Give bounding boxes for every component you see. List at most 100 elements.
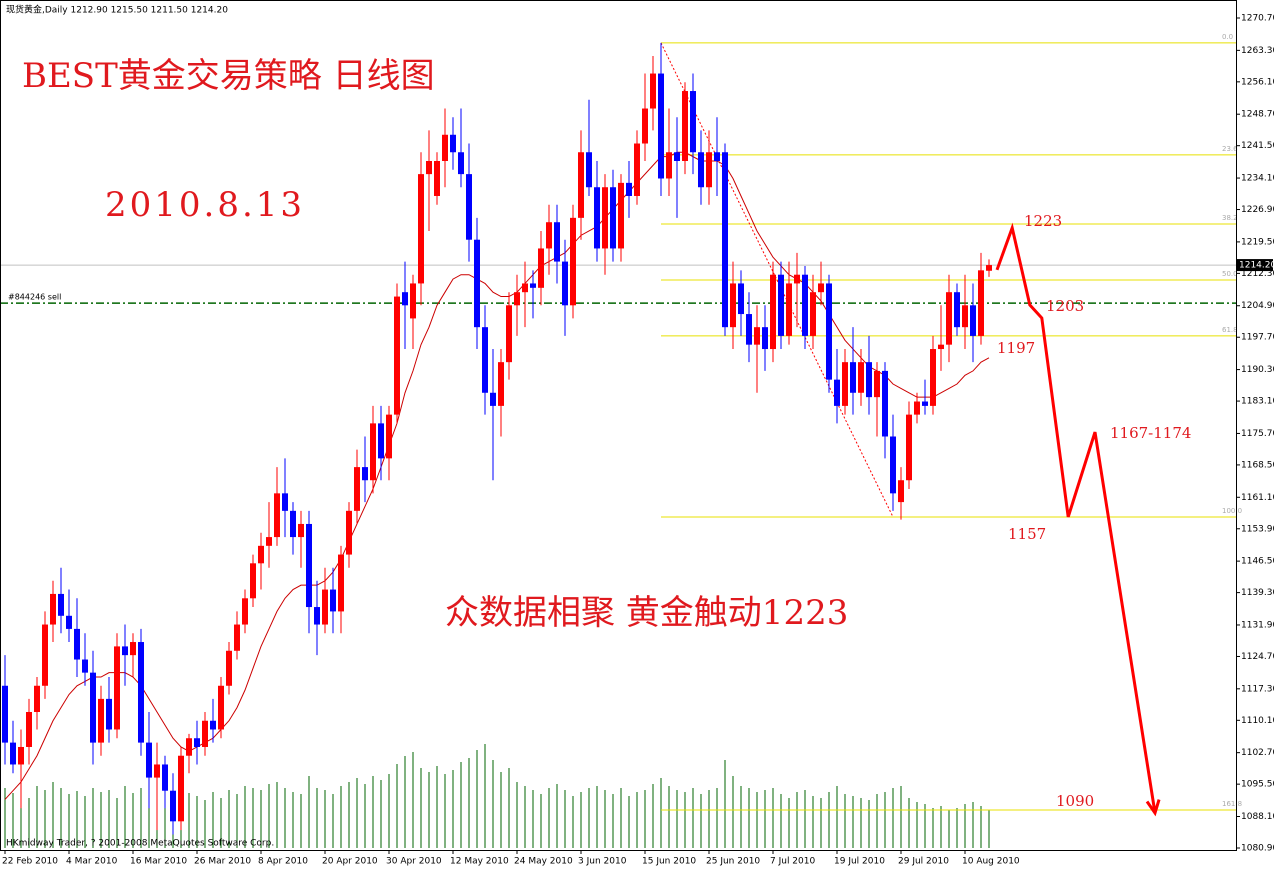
candle-body: [90, 672, 96, 743]
candle-body: [354, 467, 360, 511]
candle-body: [770, 274, 776, 350]
candle-body: [82, 659, 88, 673]
candle-body: [618, 182, 624, 249]
x-tick-label: 26 Mar 2010: [194, 857, 251, 867]
candle-body: [554, 222, 560, 262]
candle-body: [266, 537, 272, 546]
y-tick-label: 1204.90: [1241, 301, 1274, 311]
candle-body: [778, 274, 784, 336]
candle-body: [18, 746, 24, 765]
x-tick-label: 12 May 2010: [450, 857, 509, 867]
plot-frame: [0, 0, 1237, 851]
footer: HKmidway Trader, ? 2001-2008 MetaQuotes …: [6, 839, 274, 849]
x-tick-label: 16 Mar 2010: [130, 857, 187, 867]
candle-body: [594, 187, 600, 249]
candle-body: [530, 283, 536, 288]
candle-body: [818, 283, 824, 293]
candle-body: [954, 292, 960, 328]
candle-body: [898, 480, 904, 503]
y-tick-label: 1197.70: [1241, 333, 1274, 343]
x-tick-label: 30 Apr 2010: [386, 857, 442, 867]
candle-body: [418, 174, 424, 284]
candle-body: [698, 152, 704, 188]
x-tick-label: 7 Jul 2010: [770, 857, 815, 867]
candle-body: [410, 283, 416, 319]
candle-body: [834, 379, 840, 406]
y-tick-label: 1088.10: [1241, 812, 1274, 822]
candle-body: [2, 685, 8, 743]
candle-body: [850, 362, 856, 393]
y-tick-label: 1248.70: [1241, 110, 1274, 120]
candle-body: [122, 646, 128, 656]
candle-body: [506, 305, 512, 363]
candle-body: [546, 222, 552, 249]
candle-body: [858, 362, 864, 393]
candle-body: [50, 593, 56, 625]
candle-body: [946, 292, 952, 345]
candle-body: [314, 607, 320, 625]
x-tick-label: 15 Jun 2010: [642, 857, 696, 867]
forecast-path: [995, 222, 1157, 814]
candle-body: [450, 134, 456, 153]
last-price-tag: [1237, 259, 1273, 272]
candle-body: [906, 414, 912, 481]
candle-body: [146, 742, 152, 778]
candle-body: [194, 738, 200, 747]
candle-body: [98, 698, 104, 743]
y-tick-label: 1212.30: [1241, 269, 1274, 279]
candle-body: [914, 401, 920, 415]
candle-body: [626, 182, 632, 196]
candle-body: [922, 401, 928, 406]
candle-body: [842, 362, 848, 406]
candle-body: [258, 545, 264, 564]
candle-body: [346, 510, 352, 555]
candle-body: [498, 362, 504, 406]
header: 现货黄金,Daily 1212.90 1215.50 1211.50 1214.…: [6, 4, 228, 16]
y-tick-label: 1190.30: [1241, 365, 1274, 375]
y-tick-label: 1183.10: [1241, 397, 1274, 407]
y-tick-label: 1161.10: [1241, 493, 1274, 503]
y-tick-label: 1270.70: [1241, 14, 1274, 24]
candle-body: [370, 423, 376, 481]
candle-body: [338, 554, 344, 612]
x-tick-label: 20 Apr 2010: [322, 857, 378, 867]
y-tick-label: 1131.90: [1241, 620, 1274, 630]
y-tick-label: 1117.30: [1241, 684, 1274, 694]
y-tick-label: 1241.50: [1241, 141, 1274, 151]
candle-body: [650, 73, 656, 109]
candle-body: [866, 362, 872, 398]
candle-body: [26, 711, 32, 747]
y-tick-label: 1102.70: [1241, 748, 1274, 758]
x-tick-label: 10 Aug 2010: [962, 857, 1020, 867]
candle-body: [482, 327, 488, 393]
candle-body: [722, 152, 728, 328]
candle-body: [930, 349, 936, 406]
y-tick-label: 1226.90: [1241, 205, 1274, 215]
chart-title: BEST黄金交易策略 日线图: [22, 56, 435, 96]
candle-body: [466, 174, 472, 240]
x-tick-label: 22 Feb 2010: [2, 857, 58, 867]
annotation: 1197: [997, 339, 1035, 357]
fib-label: 38.2: [1222, 214, 1238, 222]
candle-body: [682, 91, 688, 161]
candle-body: [138, 642, 144, 743]
x-tick-label: 8 Apr 2010: [258, 857, 308, 867]
y-tick-label: 1146.50: [1241, 557, 1274, 567]
candle-body: [706, 152, 712, 188]
fib-label: 0.0: [1222, 33, 1233, 41]
sell-label: #844246 sell: [8, 293, 61, 302]
y-tick-label: 1110.10: [1241, 716, 1274, 726]
moving-average: [4, 151, 990, 800]
last-price-label: 1214.20: [1239, 261, 1274, 271]
y-tick-label: 1234.10: [1241, 174, 1274, 184]
candle-body: [170, 790, 176, 822]
annotation: 1157: [1008, 525, 1046, 543]
candle-body: [538, 248, 544, 288]
candle-body: [602, 187, 608, 249]
candle-body: [562, 261, 568, 306]
candle-body: [978, 270, 984, 336]
fib-label: 23.6: [1222, 145, 1238, 153]
candle-body: [210, 720, 216, 730]
candle-body: [442, 134, 448, 161]
